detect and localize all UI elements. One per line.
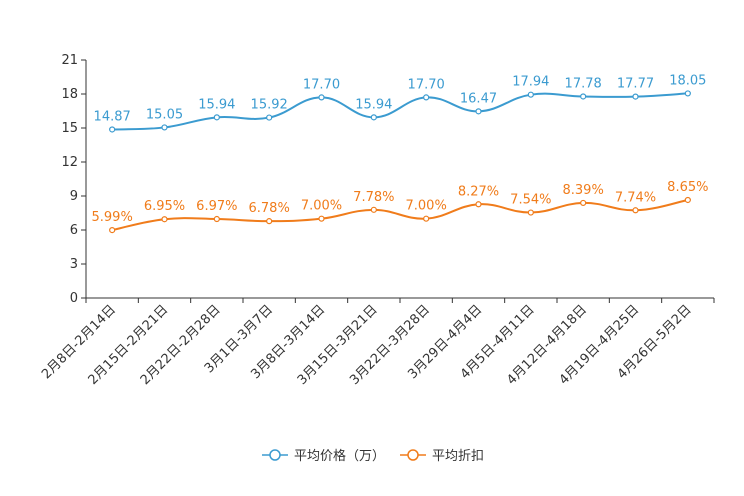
legend-item-avg-price[interactable]: 平均价格（万） — [262, 448, 385, 464]
data-point[interactable] — [580, 93, 587, 100]
legend-marker-icon — [407, 449, 419, 461]
data-point[interactable] — [318, 215, 325, 222]
data-point[interactable] — [475, 201, 482, 208]
data-point[interactable] — [684, 196, 691, 204]
y-tick-label: 18 — [61, 87, 78, 102]
y-tick-label: 6 — [70, 223, 78, 238]
data-point[interactable] — [109, 227, 116, 234]
y-tick-label: 0 — [70, 291, 78, 306]
data-label: 15.94 — [198, 97, 235, 112]
data-point[interactable] — [580, 199, 587, 207]
data-label: 15.94 — [355, 97, 392, 112]
data-point[interactable] — [423, 94, 430, 101]
legend-item-avg-discount[interactable]: 平均折扣 — [400, 449, 484, 464]
data-label: 6.95% — [144, 199, 185, 214]
legend-marker-icon — [269, 449, 281, 461]
data-label: 7.78% — [353, 190, 394, 205]
y-tick-label: 21 — [61, 53, 78, 68]
data-label: 8.65% — [667, 180, 708, 195]
series-layer: 14.87 15.05 15.94 15.92 17.70 15.94 17.70 16.47… — [92, 73, 708, 234]
data-point[interactable] — [266, 114, 273, 121]
data-label: 5.99% — [92, 210, 133, 225]
data-point[interactable] — [527, 91, 534, 98]
data-point[interactable] — [423, 215, 430, 222]
data-point[interactable] — [684, 90, 691, 97]
data-label: 16.47 — [460, 91, 497, 106]
data-label: 7.00% — [301, 199, 342, 214]
data-point[interactable] — [161, 124, 168, 131]
y-tick-label: 12 — [61, 155, 78, 170]
data-point[interactable] — [632, 93, 639, 100]
data-point[interactable] — [370, 206, 377, 213]
legend-label: 平均价格（万） — [294, 448, 385, 464]
data-label: 17.78 — [565, 76, 602, 91]
series-line — [111, 198, 689, 232]
data-point[interactable] — [527, 209, 534, 216]
series-avg-price: 14.87 15.05 15.94 15.92 17.70 15.94 17.70 16.47… — [94, 73, 706, 133]
y-tick-label: 9 — [70, 189, 78, 204]
y-tick-label: 3 — [70, 257, 78, 272]
data-label: 6.78% — [249, 201, 290, 216]
data-point[interactable] — [632, 207, 639, 214]
data-label: 6.97% — [196, 199, 237, 214]
data-label: 15.05 — [146, 107, 183, 122]
data-point[interactable] — [109, 126, 116, 133]
data-label: 17.70 — [408, 77, 445, 92]
data-label: 17.94 — [512, 75, 549, 90]
data-point[interactable] — [318, 94, 325, 101]
data-label: 7.74% — [615, 190, 656, 205]
legend[interactable]: 平均价格（万） 平均折扣 — [262, 448, 484, 464]
data-label: 7.00% — [406, 199, 447, 214]
data-label: 8.39% — [563, 183, 604, 198]
data-label: 7.54% — [510, 193, 551, 208]
y-tick-label: 15 — [61, 121, 78, 136]
data-point[interactable] — [213, 114, 220, 121]
legend-label: 平均折扣 — [432, 449, 484, 464]
data-label: 18.05 — [669, 73, 706, 88]
data-label: 15.92 — [251, 98, 288, 113]
series-line — [112, 92, 688, 131]
data-label: 17.77 — [617, 77, 654, 92]
data-label: 17.70 — [303, 77, 340, 92]
data-point[interactable] — [213, 215, 220, 223]
data-point[interactable] — [475, 108, 482, 115]
series-avg-discount: 5.99% 6.95% 6.97% 6.78% 7.00% 7.78% 7.00% 8.27%… — [92, 180, 708, 234]
data-point[interactable] — [161, 216, 168, 223]
data-label: 14.87 — [94, 109, 131, 124]
data-point[interactable] — [266, 218, 273, 225]
data-label: 8.27% — [458, 184, 499, 199]
data-point[interactable] — [370, 114, 377, 121]
